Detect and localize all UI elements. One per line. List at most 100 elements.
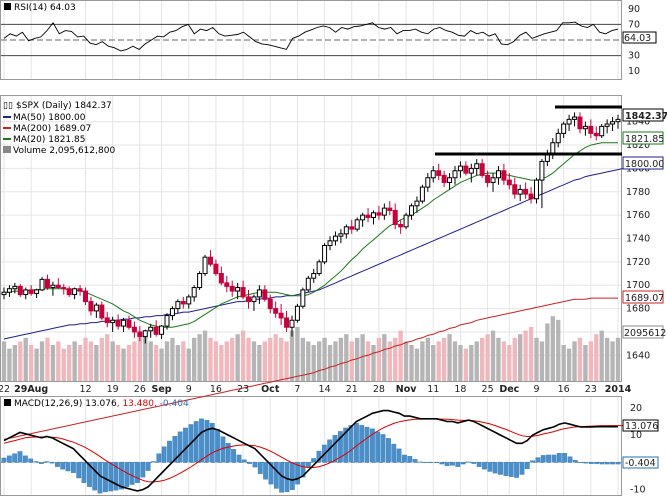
- candle-body: [224, 282, 230, 287]
- macd-hist-bar: [615, 462, 621, 465]
- macd-hist-bar: [428, 462, 434, 463]
- volume-bar: [393, 337, 398, 381]
- volume-bar: [224, 341, 229, 381]
- x-tick-label: 23: [237, 384, 249, 395]
- macd-hist-bar: [546, 454, 551, 463]
- candle-body: [159, 325, 165, 335]
- x-tick-label: 14: [319, 384, 331, 395]
- volume-bar: [12, 345, 18, 381]
- volume-bar: [545, 323, 550, 381]
- macd-hist-bar: [444, 462, 450, 466]
- candle-body: [457, 165, 463, 172]
- candle-body: [517, 188, 523, 195]
- macd-hist-bar: [578, 462, 584, 463]
- volume-bar: [572, 341, 577, 381]
- candle-body: [533, 179, 539, 200]
- x-tick-label: Dec: [499, 384, 519, 395]
- x-tick-label: 7: [294, 384, 300, 395]
- macd-hist-bar: [183, 427, 188, 463]
- macd-hist-bar: [455, 462, 461, 467]
- candle-body: [186, 296, 192, 305]
- macd-hist-bar: [535, 457, 541, 463]
- macd-hist-bar: [119, 462, 124, 490]
- volume-bar: [148, 341, 153, 381]
- candle-body: [610, 121, 616, 125]
- last-price-tag: 1842.37: [625, 111, 667, 122]
- candle-body: [370, 212, 376, 218]
- macd-hist-bar: [604, 462, 610, 465]
- volume-bar: [153, 345, 159, 381]
- rsi-label: RSI(14) 64.03: [14, 3, 76, 13]
- volume-bar: [105, 334, 110, 381]
- macd-hist-bar: [476, 462, 482, 467]
- candle-body: [599, 125, 605, 137]
- candle-body: [316, 261, 322, 275]
- rsi-tick-label: 70: [628, 19, 640, 30]
- rsi-value-tag-box: [622, 31, 657, 44]
- volume-bar: [398, 330, 403, 381]
- candle-body: [436, 170, 442, 176]
- candle-body: [381, 207, 387, 216]
- volume-bar: [28, 345, 34, 381]
- volume-bar: [604, 337, 610, 381]
- volume-bar: [365, 341, 371, 381]
- candle-body: [300, 289, 306, 307]
- volume-bar: [208, 337, 213, 381]
- macd-hist-bar: [471, 462, 477, 464]
- macd-hist-bar: [231, 449, 236, 463]
- macd-hist-bar: [514, 462, 519, 478]
- macd-hist-bar: [572, 460, 578, 463]
- volume-bar: [257, 345, 262, 381]
- volume-bar: [306, 341, 311, 381]
- volume-bar: [490, 330, 496, 381]
- volume-bar: [110, 341, 115, 381]
- volume-bar: [18, 341, 23, 381]
- candle-body: [463, 165, 469, 174]
- macd-value-tag-box: [622, 419, 659, 432]
- candle-body: [202, 256, 208, 275]
- volume-bar: [126, 345, 132, 381]
- candle-body: [539, 160, 545, 181]
- macd-hist-bar: [375, 431, 381, 463]
- volume-bar: [344, 334, 349, 381]
- volume-bar: [382, 334, 387, 381]
- macd-hist-bar: [12, 453, 18, 463]
- candle-body: [294, 305, 300, 321]
- price-panel: [0, 95, 622, 382]
- volume-bar: [615, 337, 621, 381]
- x-tick-label: 29Aug: [14, 384, 48, 395]
- candle-body: [441, 174, 447, 183]
- macd-hist-bar: [407, 456, 413, 463]
- candle-body: [338, 233, 344, 237]
- volume-bar: [197, 334, 202, 381]
- macd-hist-bar: [172, 436, 178, 463]
- candle-body: [72, 288, 78, 296]
- x-tick-label: 25: [482, 384, 494, 395]
- macd-hist-bar: [289, 462, 295, 490]
- volume-bar: [556, 319, 561, 381]
- volume-bar: [479, 337, 485, 381]
- macd-hist-bar: [28, 458, 34, 463]
- volume-bar: [273, 334, 278, 381]
- macd-hist-bar: [161, 446, 167, 463]
- price-tick-label: 1640: [626, 350, 650, 361]
- volume-bar: [474, 341, 479, 381]
- candle-body: [229, 285, 235, 292]
- volume-bar: [121, 348, 126, 381]
- volume-bar: [77, 345, 83, 381]
- x-tick-label: 11: [427, 384, 439, 395]
- price-tick-label: 1740: [626, 234, 650, 245]
- candle-body: [360, 214, 366, 221]
- candle-body: [593, 132, 599, 137]
- macd-hist-bar: [71, 462, 76, 473]
- candle-body: [447, 177, 453, 183]
- candle-body: [398, 223, 404, 228]
- macd-hist-bar: [156, 453, 162, 463]
- candle-body: [409, 205, 415, 216]
- volume-bar: [7, 348, 12, 381]
- macd-hist-bar: [556, 453, 562, 463]
- x-tick-label: Oct: [261, 384, 280, 395]
- volume-bar: [420, 341, 425, 381]
- macd-hist-bar: [567, 456, 573, 463]
